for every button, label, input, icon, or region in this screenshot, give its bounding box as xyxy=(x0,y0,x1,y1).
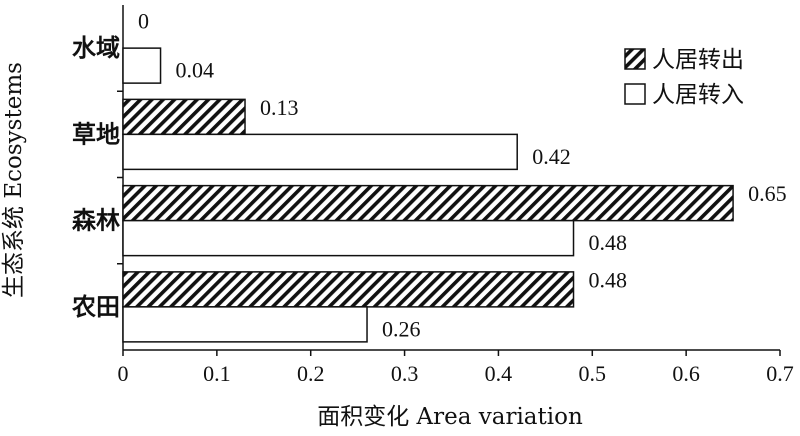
legend-label-in: 人居转入 xyxy=(652,82,744,108)
x-tick-label: 0.5 xyxy=(579,361,607,386)
bar-inflow xyxy=(122,133,518,171)
x-tick-label: 0.7 xyxy=(766,361,794,386)
bar-value-label: 0.65 xyxy=(748,181,787,206)
y-category-label: 草地 xyxy=(72,120,120,148)
bar-value-label: 0.04 xyxy=(176,58,215,83)
bar-inflow xyxy=(122,306,368,343)
bar-outflow xyxy=(122,98,246,136)
data-labels-group: 0 0.04 0.13 0.42 0.65 0.48 0.48 0.26 xyxy=(138,9,787,342)
x-tick-label: 0.1 xyxy=(203,361,231,386)
bar-value-label: 0 xyxy=(138,9,149,34)
x-tick-label: 0.3 xyxy=(391,361,419,386)
bar-value-label: 0.26 xyxy=(382,316,421,341)
y-category-label: 水域 xyxy=(72,34,120,62)
bar-outflow xyxy=(122,271,575,308)
x-tick-label: 0.4 xyxy=(485,361,513,386)
bar-value-label: 0.42 xyxy=(532,144,571,169)
bar-inflow xyxy=(122,219,575,257)
legend: 人居转出 人居转入 xyxy=(624,47,744,108)
y-category-label: 农田 xyxy=(71,293,120,321)
x-tick-label: 0 xyxy=(118,361,129,386)
legend-label-out: 人居转出 xyxy=(652,47,744,73)
legend-swatch-in xyxy=(624,83,646,105)
x-tick-label: 0.6 xyxy=(672,361,700,386)
x-ticks-group: 0 0.1 0.2 0.3 0.4 0.5 0.6 0.7 xyxy=(118,350,794,386)
x-tick-label: 0.2 xyxy=(297,361,325,386)
bar-value-label: 0.13 xyxy=(260,95,299,120)
legend-swatch-out xyxy=(624,48,646,70)
x-axis-title: 面积变化 Area variation xyxy=(317,404,583,430)
y-axis-title: 生态系统 Ecosystems xyxy=(1,62,27,298)
y-category-label: 森林 xyxy=(72,207,120,235)
bar-value-label: 0.48 xyxy=(589,230,628,255)
bars-group xyxy=(122,47,734,343)
bar-outflow xyxy=(122,184,734,222)
bar-value-label: 0.48 xyxy=(589,267,628,292)
bar-inflow xyxy=(122,47,162,84)
